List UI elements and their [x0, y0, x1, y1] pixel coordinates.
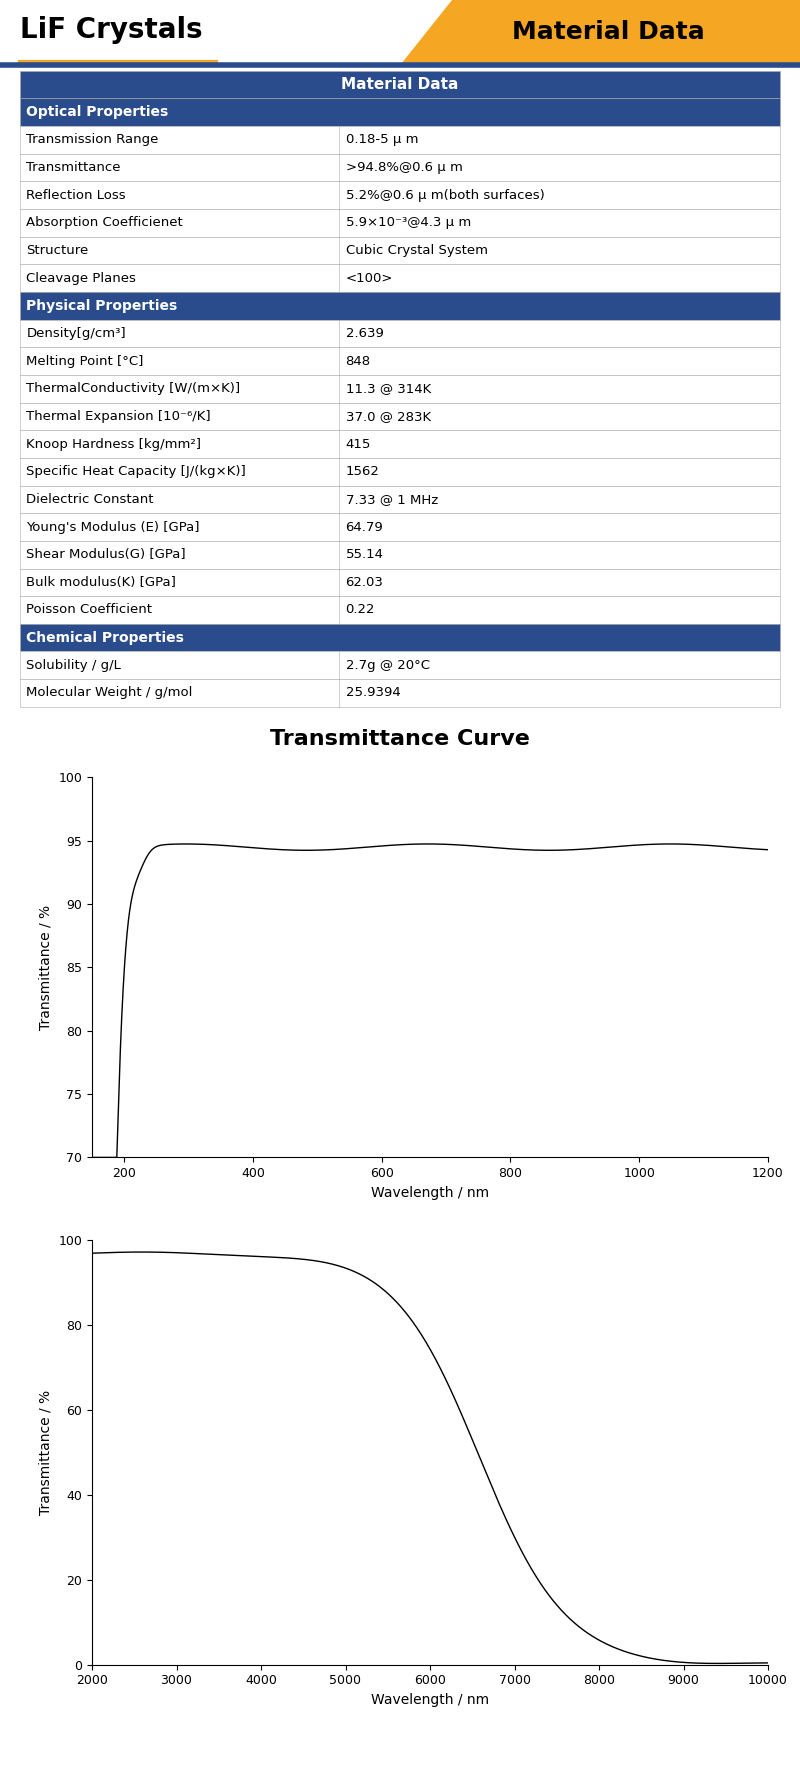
Text: 0.22: 0.22 [346, 604, 375, 617]
Text: 7.33 @ 1 MHz: 7.33 @ 1 MHz [346, 493, 438, 505]
Text: >94.8%@0.6 μ m: >94.8%@0.6 μ m [346, 161, 462, 173]
Text: 0.18-5 μ m: 0.18-5 μ m [346, 133, 418, 147]
Text: 11.3 @ 314K: 11.3 @ 314K [346, 382, 431, 396]
Text: Transmission Range: Transmission Range [26, 133, 158, 147]
Text: 848: 848 [346, 355, 370, 368]
Text: Young's Modulus (E) [GPa]: Young's Modulus (E) [GPa] [26, 521, 200, 534]
Text: Absorption Coefficienet: Absorption Coefficienet [26, 216, 183, 230]
Text: 64.79: 64.79 [346, 521, 383, 534]
Text: 2.7g @ 20°C: 2.7g @ 20°C [346, 659, 430, 671]
Text: Transmittance Curve: Transmittance Curve [270, 728, 530, 749]
Text: 1562: 1562 [346, 465, 379, 479]
Text: LiF Crystals: LiF Crystals [20, 16, 202, 44]
Text: Molecular Weight / g/mol: Molecular Weight / g/mol [26, 686, 193, 700]
Text: Thermal Expansion [10⁻⁶/K]: Thermal Expansion [10⁻⁶/K] [26, 410, 211, 422]
Text: 415: 415 [346, 438, 371, 451]
Text: 2.639: 2.639 [346, 327, 383, 339]
Text: Bulk modulus(K) [GPa]: Bulk modulus(K) [GPa] [26, 576, 176, 588]
Y-axis label: Transmittance / %: Transmittance / % [39, 905, 53, 1030]
Text: Material Data: Material Data [512, 19, 704, 44]
Text: Melting Point [°C]: Melting Point [°C] [26, 355, 144, 368]
Text: Optical Properties: Optical Properties [26, 106, 169, 118]
Text: Shear Modulus(G) [GPa]: Shear Modulus(G) [GPa] [26, 548, 186, 562]
Text: Dielectric Constant: Dielectric Constant [26, 493, 154, 505]
Text: 25.9394: 25.9394 [346, 686, 400, 700]
Text: 62.03: 62.03 [346, 576, 383, 588]
Text: Cleavage Planes: Cleavage Planes [26, 272, 136, 284]
Y-axis label: Transmittance / %: Transmittance / % [39, 1391, 53, 1514]
Text: Structure: Structure [26, 244, 89, 256]
Text: Specific Heat Capacity [J/(kg×K)]: Specific Heat Capacity [J/(kg×K)] [26, 465, 246, 479]
Text: Transmittance: Transmittance [26, 161, 121, 173]
X-axis label: Wavelength / nm: Wavelength / nm [371, 1186, 489, 1200]
Text: <100>: <100> [346, 272, 393, 284]
Text: 55.14: 55.14 [346, 548, 384, 562]
Text: 5.2%@0.6 μ m(both surfaces): 5.2%@0.6 μ m(both surfaces) [346, 189, 544, 201]
Text: Cubic Crystal System: Cubic Crystal System [346, 244, 488, 256]
Text: ThermalConductivity [W/(m×K)]: ThermalConductivity [W/(m×K)] [26, 382, 241, 396]
Text: Poisson Coefficient: Poisson Coefficient [26, 604, 152, 617]
Text: Physical Properties: Physical Properties [26, 299, 178, 313]
Text: Chemical Properties: Chemical Properties [26, 631, 184, 645]
Text: Solubility / g/L: Solubility / g/L [26, 659, 122, 671]
Text: Density[g/cm³]: Density[g/cm³] [26, 327, 126, 339]
Text: 37.0 @ 283K: 37.0 @ 283K [346, 410, 430, 422]
Text: 5.9×10⁻³@4.3 μ m: 5.9×10⁻³@4.3 μ m [346, 216, 471, 230]
X-axis label: Wavelength / nm: Wavelength / nm [371, 1693, 489, 1707]
Text: Knoop Hardness [kg/mm²]: Knoop Hardness [kg/mm²] [26, 438, 202, 451]
Text: Reflection Loss: Reflection Loss [26, 189, 126, 201]
Text: Material Data: Material Data [342, 78, 458, 92]
